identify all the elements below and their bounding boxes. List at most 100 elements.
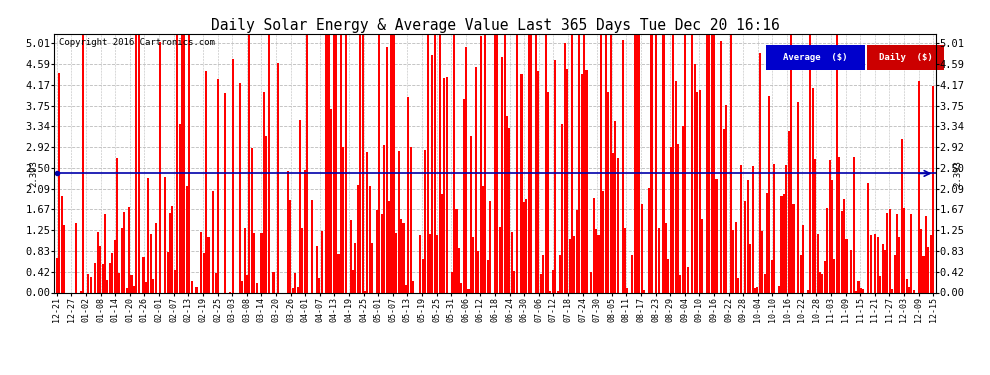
Bar [819,272,821,292]
Bar [684,19,686,292]
Bar [183,33,185,292]
Bar [713,19,715,292]
Bar [371,243,373,292]
Bar [551,270,553,292]
Bar [304,170,306,292]
Bar [441,194,444,292]
Bar [634,19,636,292]
Bar [114,240,116,292]
Bar [725,105,727,292]
Bar [272,272,274,292]
Bar [535,19,537,292]
Bar [446,76,447,292]
Bar [933,86,935,292]
Bar [255,283,257,292]
Bar [852,157,854,292]
Bar [106,280,109,292]
Bar [641,204,643,292]
Bar [477,251,479,292]
Bar [889,210,891,292]
Bar [662,19,664,292]
Bar [294,273,296,292]
Bar [612,153,614,292]
Bar [301,228,303,292]
Bar [369,186,371,292]
Bar [242,282,244,292]
Bar [639,19,641,292]
Bar [412,282,414,292]
Bar [674,81,676,292]
Bar [383,145,385,292]
Bar [504,19,506,292]
Bar [116,158,118,292]
Bar [335,19,338,292]
Bar [585,70,587,292]
Bar [136,19,138,292]
Bar [138,19,140,292]
Bar [636,19,639,292]
FancyBboxPatch shape [766,45,865,70]
Bar [568,239,570,292]
Bar [538,70,540,292]
Bar [188,19,190,292]
Bar [145,282,147,292]
Bar [176,19,178,292]
Bar [217,80,219,292]
Bar [824,261,826,292]
Bar [544,19,546,292]
Bar [773,164,775,292]
Bar [521,74,523,292]
Bar [169,213,171,292]
Bar [462,99,464,292]
Bar [403,223,405,292]
Bar [143,257,145,292]
Bar [738,278,740,292]
Bar [494,19,496,292]
Bar [465,47,467,292]
Bar [354,243,356,292]
Bar [756,287,758,292]
Bar [622,40,624,292]
Bar [891,289,893,292]
Bar [571,30,573,292]
Bar [164,177,166,292]
Bar [99,246,101,292]
Bar [455,209,457,292]
Bar [812,88,814,292]
Bar [785,165,787,292]
Bar [361,19,363,292]
Bar [694,64,696,292]
Bar [563,43,566,292]
Bar [874,234,876,292]
Bar [581,74,583,292]
Bar [733,230,735,292]
Bar [526,199,528,292]
Bar [687,267,689,292]
Bar [691,19,693,292]
Bar [751,166,753,292]
Bar [152,279,154,292]
Bar [460,284,462,292]
Bar [171,206,173,292]
Bar [484,19,486,292]
Bar [831,180,833,292]
Bar [610,19,612,292]
Bar [55,258,57,292]
Bar [721,41,723,292]
Text: Average  ($): Average ($) [783,53,848,62]
Bar [420,235,422,292]
Bar [119,273,121,292]
Bar [376,210,378,292]
Bar [292,288,294,292]
Bar [881,244,884,292]
Bar [388,201,390,292]
Bar [908,287,910,292]
Bar [644,290,645,292]
Bar [744,201,746,292]
Bar [260,232,262,292]
Bar [701,219,703,292]
Bar [841,211,842,292]
Bar [607,92,609,292]
Bar [381,214,383,292]
Bar [410,147,412,292]
